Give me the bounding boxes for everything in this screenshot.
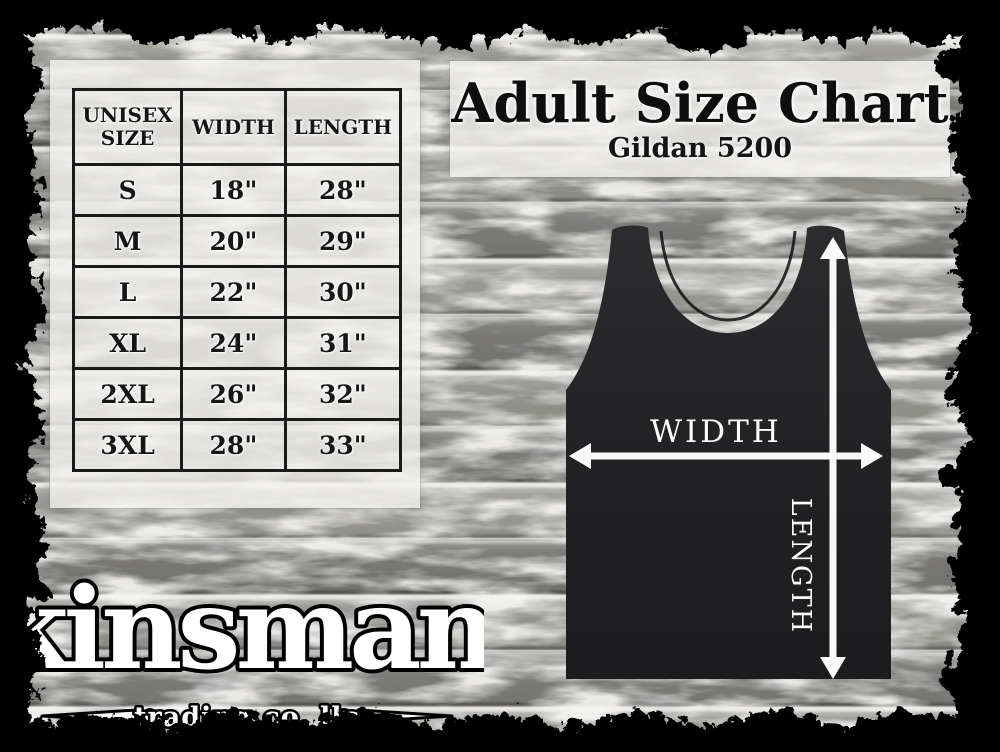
length-cell: 32" [283,367,403,421]
length-cell: 28" [283,163,403,217]
size-cell: 3XL [71,418,184,472]
width-cell: 28" [180,418,287,472]
table-row: 3XL 28" 33" [71,418,403,472]
table-header-row: UNISEX SIZE WIDTH LENGTH [71,88,403,166]
table-row: 2XL 26" 32" [71,367,403,421]
table-row: S 18" 28" [71,163,403,217]
column-header-size: UNISEX SIZE [71,88,184,166]
size-cell: 2XL [71,367,184,421]
title-panel: Adult Size Chart Gildan 5200 [450,61,950,177]
width-cell: 22" [180,265,287,319]
page-subtitle: Gildan 5200 [607,133,793,164]
width-cell: 24" [180,316,287,370]
size-cell: L [71,265,184,319]
column-header-length: LENGTH [283,88,403,166]
size-table-panel: UNISEX SIZE WIDTH LENGTH S 18" 28" M 20"… [50,60,420,508]
width-cell: 20" [180,214,287,268]
table-row: XL 24" 31" [71,316,403,370]
table-row: L 22" 30" [71,265,403,319]
length-cell: 31" [283,316,403,370]
length-cell: 33" [283,418,403,472]
length-cell: 30" [283,265,403,319]
width-cell: 26" [180,367,287,421]
size-cell: XL [71,316,184,370]
size-cell: M [71,214,184,268]
length-cell: 29" [283,214,403,268]
column-header-width: WIDTH [180,88,287,166]
table-row: M 20" 29" [71,214,403,268]
size-table: UNISEX SIZE WIDTH LENGTH S 18" 28" M 20"… [71,88,403,472]
size-cell: S [71,163,184,217]
width-cell: 18" [180,163,287,217]
page-title: Adult Size Chart [451,71,949,135]
